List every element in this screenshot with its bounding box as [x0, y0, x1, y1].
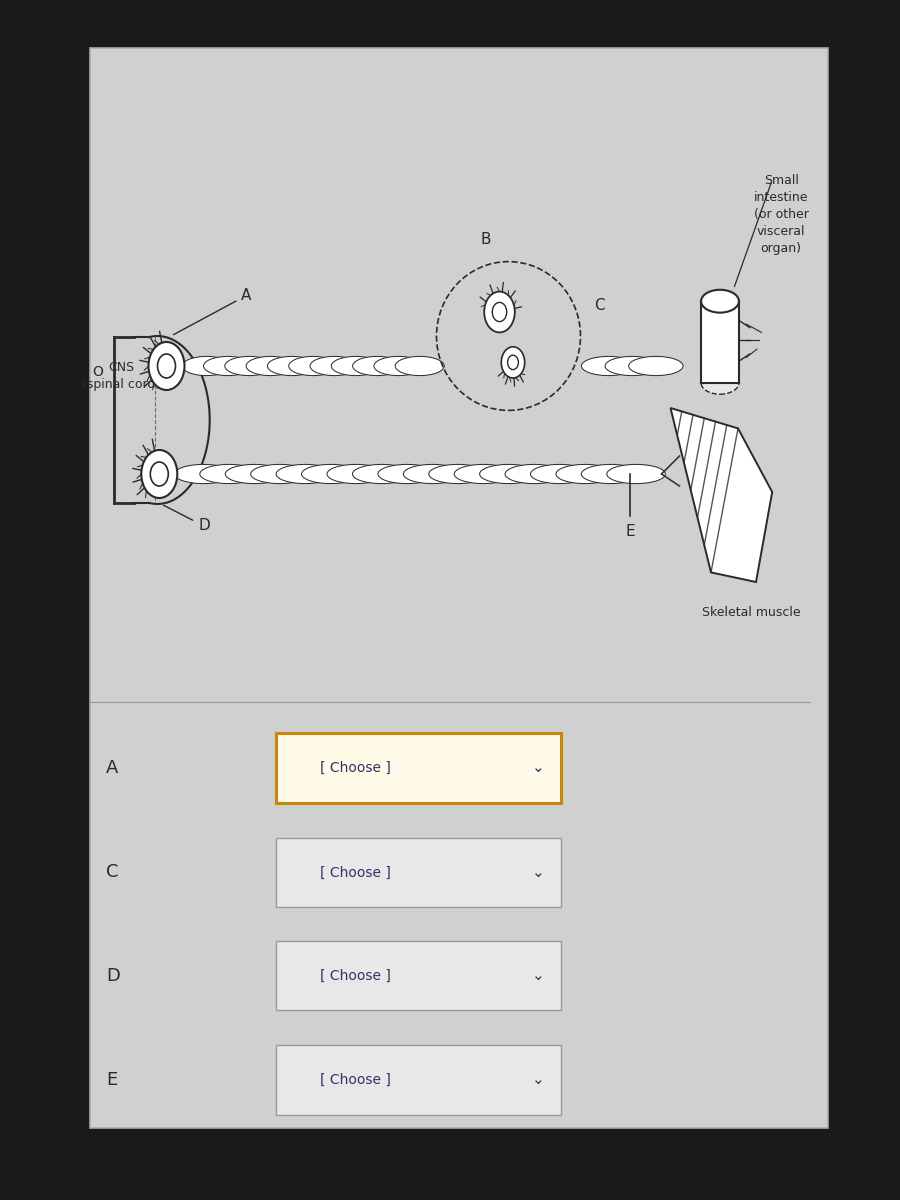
- Text: A: A: [106, 758, 119, 778]
- Ellipse shape: [480, 464, 538, 484]
- Ellipse shape: [454, 464, 513, 484]
- Circle shape: [141, 450, 177, 498]
- Ellipse shape: [605, 356, 660, 376]
- Text: Small
intestine
(or other
visceral
organ): Small intestine (or other visceral organ…: [754, 174, 808, 254]
- Circle shape: [501, 347, 525, 378]
- Ellipse shape: [200, 464, 258, 484]
- FancyBboxPatch shape: [276, 838, 561, 907]
- Text: [ Choose ]: [ Choose ]: [320, 968, 391, 983]
- Polygon shape: [670, 408, 772, 582]
- Text: ⌄: ⌄: [532, 1073, 544, 1087]
- Ellipse shape: [607, 464, 665, 484]
- Ellipse shape: [701, 371, 739, 395]
- Ellipse shape: [246, 356, 295, 376]
- Text: B: B: [481, 232, 491, 247]
- Circle shape: [508, 355, 518, 370]
- Text: [ Choose ]: [ Choose ]: [320, 865, 391, 880]
- Text: C: C: [594, 299, 605, 313]
- Ellipse shape: [276, 464, 335, 484]
- Ellipse shape: [556, 464, 615, 484]
- Ellipse shape: [353, 356, 401, 376]
- Ellipse shape: [203, 356, 253, 376]
- Ellipse shape: [225, 356, 274, 376]
- Text: ⌄: ⌄: [532, 761, 544, 775]
- Text: ⌄: ⌄: [532, 865, 544, 880]
- Ellipse shape: [428, 464, 487, 484]
- Text: D: D: [106, 967, 120, 984]
- Text: ⌄: ⌄: [532, 968, 544, 983]
- Text: A: A: [174, 288, 252, 335]
- Circle shape: [484, 292, 515, 332]
- Circle shape: [150, 462, 168, 486]
- Ellipse shape: [530, 464, 589, 484]
- Ellipse shape: [310, 356, 359, 376]
- Ellipse shape: [378, 464, 436, 484]
- Ellipse shape: [353, 464, 411, 484]
- Ellipse shape: [327, 464, 385, 484]
- Ellipse shape: [182, 356, 231, 376]
- Circle shape: [148, 342, 184, 390]
- Text: E: E: [626, 524, 634, 540]
- Ellipse shape: [225, 464, 284, 484]
- Ellipse shape: [251, 464, 310, 484]
- Ellipse shape: [629, 356, 683, 376]
- Ellipse shape: [175, 464, 233, 484]
- Bar: [701, 301, 739, 383]
- Ellipse shape: [374, 356, 423, 376]
- Text: CNS
(spinal cord): CNS (spinal cord): [83, 361, 160, 391]
- Ellipse shape: [701, 289, 739, 313]
- Ellipse shape: [403, 464, 462, 484]
- Text: [ Choose ]: [ Choose ]: [320, 761, 391, 775]
- Ellipse shape: [267, 356, 317, 376]
- Text: O: O: [92, 365, 103, 379]
- Text: C: C: [106, 864, 119, 881]
- Text: D: D: [164, 505, 210, 533]
- FancyBboxPatch shape: [276, 1045, 561, 1115]
- Text: [ Choose ]: [ Choose ]: [320, 1073, 391, 1087]
- Text: Skeletal muscle: Skeletal muscle: [702, 606, 801, 619]
- Ellipse shape: [581, 356, 635, 376]
- Ellipse shape: [505, 464, 563, 484]
- Ellipse shape: [331, 356, 381, 376]
- Circle shape: [492, 302, 507, 322]
- Ellipse shape: [581, 464, 640, 484]
- Circle shape: [158, 354, 176, 378]
- Ellipse shape: [302, 464, 360, 484]
- Ellipse shape: [395, 356, 445, 376]
- Ellipse shape: [289, 356, 338, 376]
- Text: E: E: [106, 1070, 117, 1090]
- FancyBboxPatch shape: [276, 733, 561, 803]
- FancyBboxPatch shape: [276, 941, 561, 1010]
